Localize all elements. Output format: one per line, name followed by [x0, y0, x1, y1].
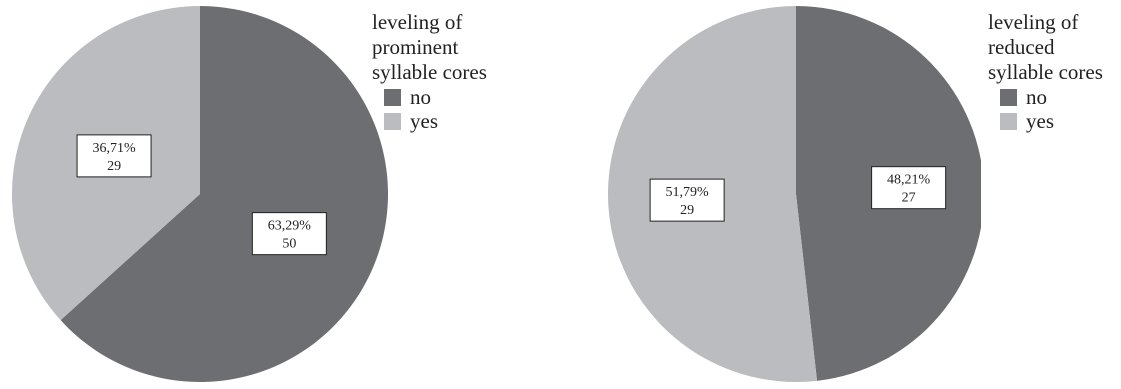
- data-label-count: 29: [107, 159, 121, 174]
- legend-label-no: no: [1026, 85, 1047, 109]
- legend: leveling of prominent syllable cores no …: [372, 10, 487, 133]
- legend-label-yes: yes: [410, 109, 438, 133]
- legend-title: leveling of reduced syllable cores: [988, 10, 1103, 84]
- legend-label-yes: yes: [1026, 109, 1054, 133]
- data-label-count: 50: [282, 237, 296, 252]
- data-label-no: 48,21% 27: [871, 166, 947, 210]
- legend: leveling of reduced syllable cores no ye…: [988, 10, 1103, 133]
- data-label-percent: 51,79%: [666, 185, 710, 200]
- data-label-yes: 51,79% 29: [649, 178, 725, 222]
- pie-chart-prominent: 63,29% 50 36,71% 29 leveling of prominent s…: [0, 0, 560, 389]
- data-label-percent: 48,21%: [887, 173, 931, 188]
- data-label-yes: 36,71% 29: [76, 134, 152, 178]
- data-label-no: 63,29% 50: [251, 212, 327, 256]
- legend-swatch-yes: [384, 112, 401, 130]
- legend-item-no: no: [384, 85, 487, 109]
- legend-swatch-no: [384, 88, 401, 106]
- legend-item-yes: yes: [1000, 109, 1103, 133]
- data-label-percent: 36,71%: [92, 141, 136, 156]
- data-label-count: 29: [680, 203, 694, 218]
- data-label-box: [871, 166, 947, 210]
- legend-swatch-yes: [1000, 112, 1017, 130]
- legend-swatch-no: [1000, 88, 1017, 106]
- legend-item-yes: yes: [384, 109, 487, 133]
- legend-item-no: no: [1000, 85, 1103, 109]
- legend-title: leveling of prominent syllable cores: [372, 10, 487, 84]
- pie-slice-no: [60, 6, 388, 383]
- pie-chart-reduced: 48,21% 27 51,79% 29 leveling of reduced syl…: [561, 0, 1121, 389]
- legend-label-no: no: [410, 85, 431, 109]
- data-label-box: [76, 134, 152, 178]
- data-label-percent: 63,29%: [268, 219, 312, 234]
- data-label-count: 27: [902, 191, 916, 206]
- pie-svg: 63,29% 50 36,71% 29: [12, 6, 388, 383]
- data-label-box: [251, 212, 327, 256]
- data-label-box: [649, 178, 725, 222]
- pie-svg: 48,21% 27 51,79% 29: [608, 6, 981, 382]
